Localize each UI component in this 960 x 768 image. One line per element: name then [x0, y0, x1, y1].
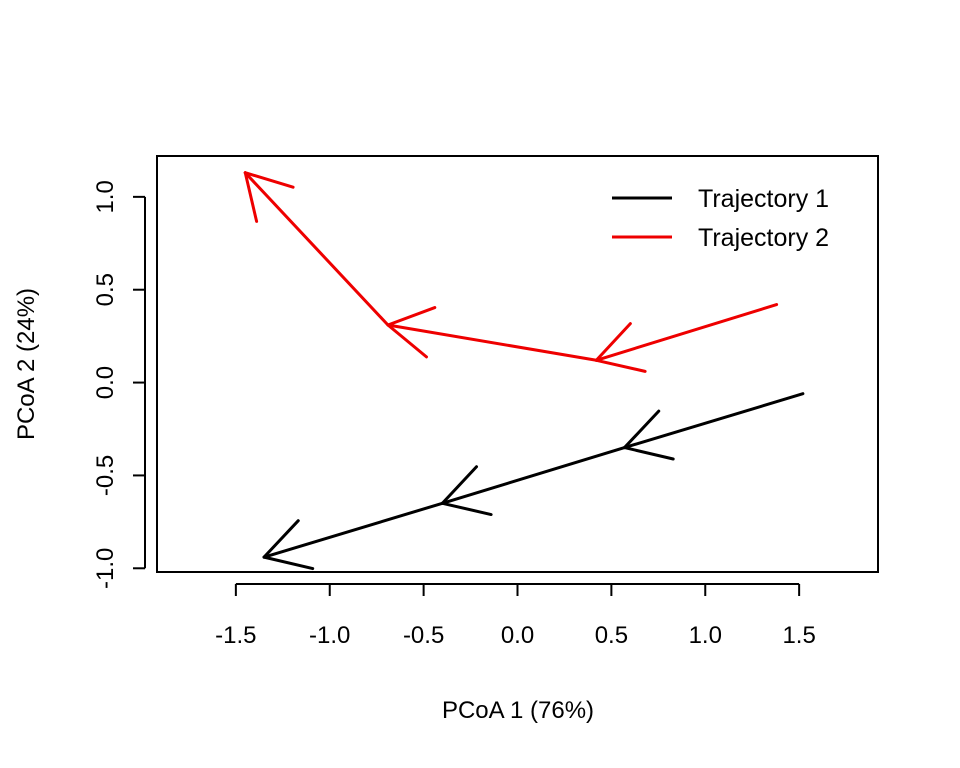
trajectory-2: [243, 171, 779, 373]
y-tick-label: 1.0: [92, 180, 119, 213]
x-tick-label: 1.0: [689, 622, 722, 649]
trajectory-segment: [262, 501, 444, 559]
arrowhead: [262, 555, 315, 571]
arrowhead: [243, 171, 259, 223]
legend: Trajectory 1 Trajectory 2: [612, 185, 829, 252]
x-axis-label: PCoA 1 (76%): [442, 697, 594, 724]
arrowhead: [623, 409, 661, 450]
trajectory-segment: [243, 171, 390, 327]
y-tick-label: 0.5: [92, 273, 119, 306]
trajectory-segment: [623, 392, 805, 450]
trajectory-segment: [386, 323, 598, 362]
arrowhead: [594, 322, 632, 362]
y-tick-label: -0.5: [92, 455, 119, 496]
legend-label: Trajectory 2: [698, 224, 829, 252]
arrowhead: [440, 465, 478, 505]
trajectory-1: [262, 392, 805, 571]
series-layer: [243, 171, 805, 571]
x-tick-label: 0.5: [595, 622, 628, 649]
arrowhead: [594, 358, 647, 373]
x-tick-label: -1.5: [215, 622, 256, 649]
x-axis: -1.5 -1.0 -0.5 0.0 0.5 1.0 1.5: [215, 583, 816, 649]
arrowhead: [623, 446, 675, 461]
x-tick-label: -0.5: [403, 622, 444, 649]
arrowhead: [386, 306, 437, 327]
arrowhead: [440, 501, 493, 517]
y-axis: -1.0 -0.5 0.0 0.5 1.0: [92, 180, 146, 589]
x-tick-label: 0.0: [501, 622, 534, 649]
x-tick-label: -1.0: [309, 622, 350, 649]
arrowhead: [243, 171, 295, 189]
y-tick-label: 0.0: [92, 366, 119, 399]
trajectory-segment: [440, 446, 627, 505]
legend-label: Trajectory 1: [698, 185, 829, 213]
y-tick-label: -1.0: [92, 548, 119, 589]
y-axis-label: PCoA 2 (24%): [13, 288, 40, 440]
plot-frame: [156, 155, 879, 573]
trajectory-segment: [594, 303, 779, 362]
arrowhead: [262, 519, 300, 559]
x-tick-label: 1.5: [782, 622, 815, 649]
arrowhead: [386, 323, 428, 359]
